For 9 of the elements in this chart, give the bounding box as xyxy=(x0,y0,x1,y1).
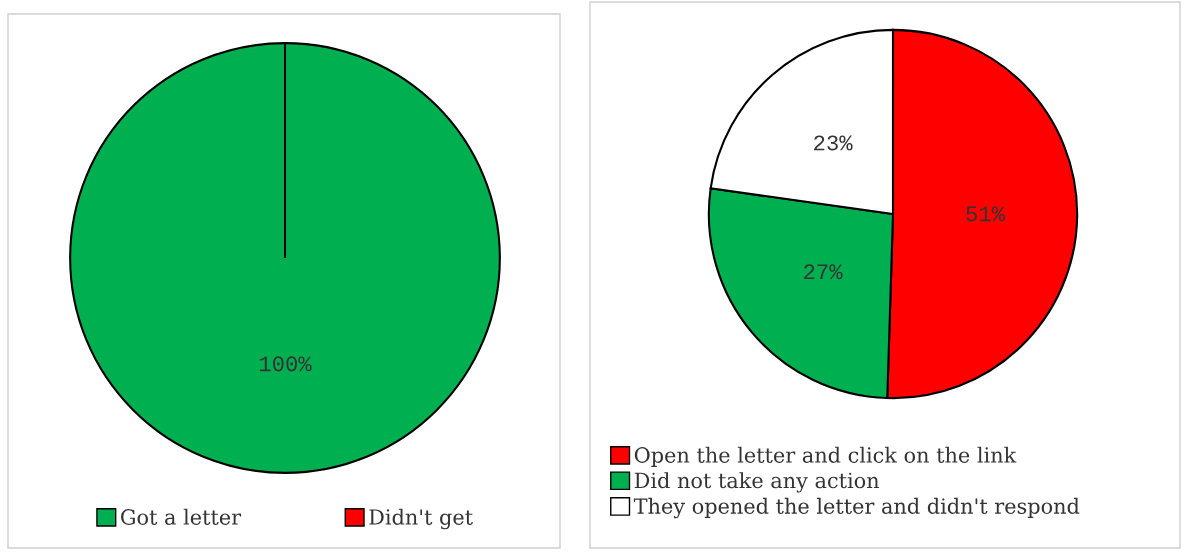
data-label: 27% xyxy=(804,264,843,280)
data-label: 51% xyxy=(966,206,1006,222)
legend-label: Got a letter xyxy=(121,508,242,525)
legend-label: Did not take any action xyxy=(634,472,880,493)
data-label: 23% xyxy=(814,135,853,151)
legend-label: Open the letter and click on the link xyxy=(634,446,1017,467)
legend-label: Didn't get xyxy=(369,508,473,530)
data-label: 100% xyxy=(259,356,312,372)
legend-label: They opened the letter and didn't respond xyxy=(633,497,1080,519)
